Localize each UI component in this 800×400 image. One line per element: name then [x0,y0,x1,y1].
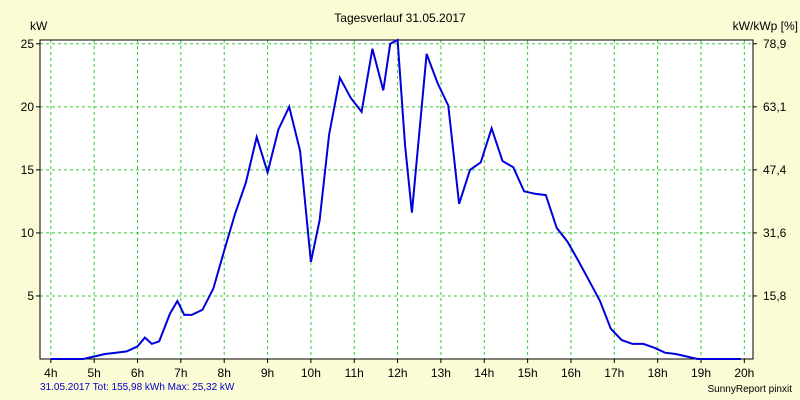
x-tick-label: 4h [44,366,57,380]
footer-brand: SunnyReport pinxit [707,384,793,395]
x-tick-label: 7h [174,366,187,380]
x-tick-label: 19h [691,366,711,380]
y-tick-label-left: 20 [21,100,35,114]
y-tick-label-right: 47,4 [763,163,787,177]
y-tick-label-right: 78,9 [763,37,787,51]
x-tick-label: 16h [561,366,581,380]
x-tick-label: 10h [301,366,321,380]
y-axis-label-left: kW [30,19,48,33]
x-tick-label: 9h [261,366,274,380]
y-tick-label-left: 5 [27,289,34,303]
x-tick-label: 8h [218,366,231,380]
y-tick-label-right: 15,8 [763,289,787,303]
y-tick-label-left: 10 [21,226,35,240]
chart-title: Tagesverlauf 31.05.2017 [334,11,466,25]
y-tick-label-left: 15 [21,163,35,177]
footer-summary: 31.05.2017 Tot: 155,98 kWh Max: 25,32 kW [40,382,235,393]
x-tick-label: 15h [518,366,538,380]
x-tick-label: 17h [604,366,624,380]
y-tick-label-left: 25 [21,37,35,51]
x-tick-label: 6h [131,366,144,380]
series-line [50,38,741,360]
x-tick-label: 12h [388,366,408,380]
x-tick-label: 14h [474,366,494,380]
plot-area [40,40,753,359]
x-tick-label: 20h [734,366,754,380]
x-tick-label: 5h [87,366,100,380]
x-tick-label: 11h [345,366,364,380]
y-tick-label-right: 31,6 [763,226,787,240]
y-tick-label-right: 63,1 [763,100,787,114]
x-tick-label: 18h [648,366,668,380]
x-tick-label: 13h [431,366,451,380]
y-axis-label-right: kW/kWp [%] [733,19,798,33]
